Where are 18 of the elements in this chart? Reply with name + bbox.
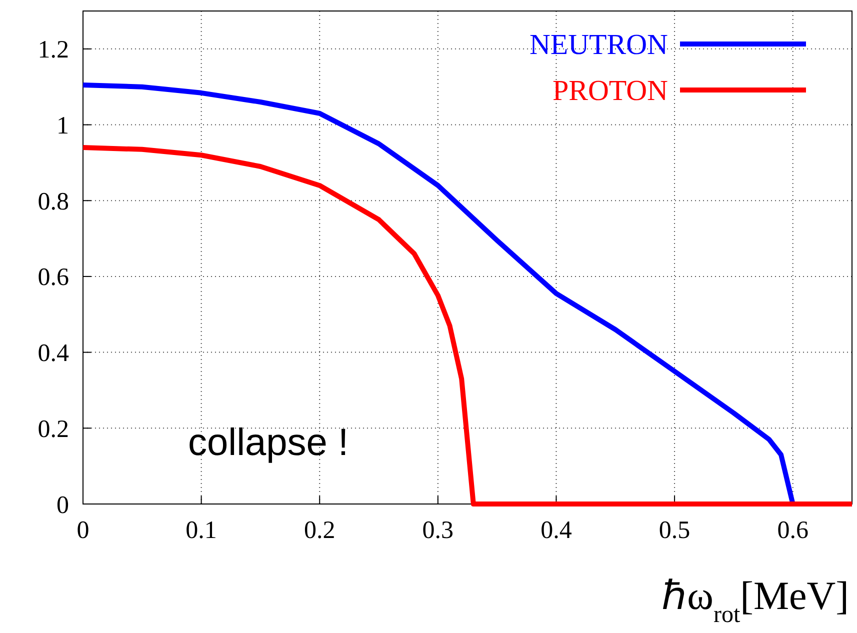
x-tick-label: 0.1 [186,517,217,544]
y-tick-label: 1.2 [38,36,69,64]
x-tick-label: 0.2 [304,517,336,544]
legend-label: PROTON [552,75,668,108]
y-tick-label: 0.6 [38,264,69,292]
x-tick-label: 0.5 [658,517,690,544]
legend-label: NEUTRON [529,29,668,62]
x-tick-label: 0.4 [540,517,572,544]
y-tick-label: 0.2 [38,416,69,443]
x-tick-label: 0 [76,517,90,544]
annotation: collapse ! [188,422,349,464]
y-tick-label: 0.4 [38,340,70,368]
y-tick-label: 1 [56,112,69,140]
x-tick-label: 0.3 [422,517,454,544]
y-tick-label: 0.8 [38,188,69,216]
x-axis-title: ℏω$_{rot}$[MeV] [662,573,849,628]
y-tick-label: 0 [56,492,69,519]
x-tick-label: 0.6 [777,517,808,544]
